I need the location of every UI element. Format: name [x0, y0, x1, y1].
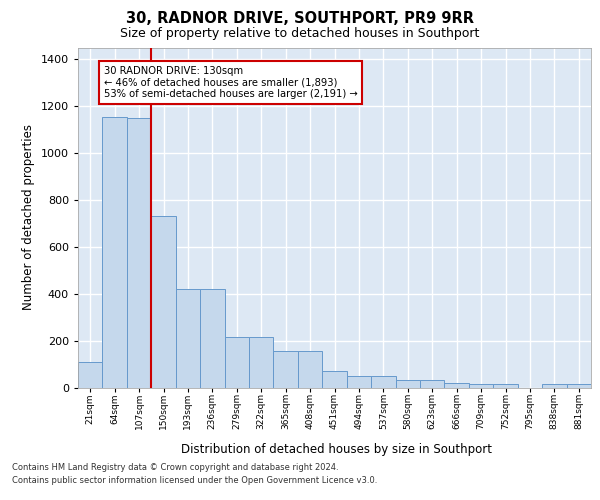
- Bar: [127, 118, 151, 388]
- Text: Size of property relative to detached houses in Southport: Size of property relative to detached ho…: [121, 28, 479, 40]
- Bar: [103, 116, 127, 388]
- Bar: [347, 376, 371, 388]
- Text: Distribution of detached houses by size in Southport: Distribution of detached houses by size …: [181, 442, 491, 456]
- Bar: [445, 383, 469, 388]
- Bar: [322, 370, 347, 388]
- Bar: [249, 337, 274, 388]
- Text: Contains public sector information licensed under the Open Government Licence v3: Contains public sector information licen…: [12, 476, 377, 485]
- Text: Contains HM Land Registry data © Crown copyright and database right 2024.: Contains HM Land Registry data © Crown c…: [12, 464, 338, 472]
- Bar: [200, 289, 224, 388]
- Bar: [542, 384, 566, 388]
- Bar: [78, 362, 103, 388]
- Bar: [298, 351, 322, 388]
- Y-axis label: Number of detached properties: Number of detached properties: [22, 124, 35, 310]
- Bar: [493, 384, 518, 388]
- Bar: [274, 351, 298, 388]
- Bar: [469, 384, 493, 388]
- Bar: [395, 380, 420, 388]
- Text: 30, RADNOR DRIVE, SOUTHPORT, PR9 9RR: 30, RADNOR DRIVE, SOUTHPORT, PR9 9RR: [126, 11, 474, 26]
- Bar: [151, 216, 176, 388]
- Bar: [224, 337, 249, 388]
- Text: 30 RADNOR DRIVE: 130sqm
← 46% of detached houses are smaller (1,893)
53% of semi: 30 RADNOR DRIVE: 130sqm ← 46% of detache…: [104, 66, 358, 100]
- Bar: [566, 384, 591, 388]
- Bar: [176, 289, 200, 388]
- Bar: [420, 380, 445, 388]
- Bar: [371, 376, 395, 388]
